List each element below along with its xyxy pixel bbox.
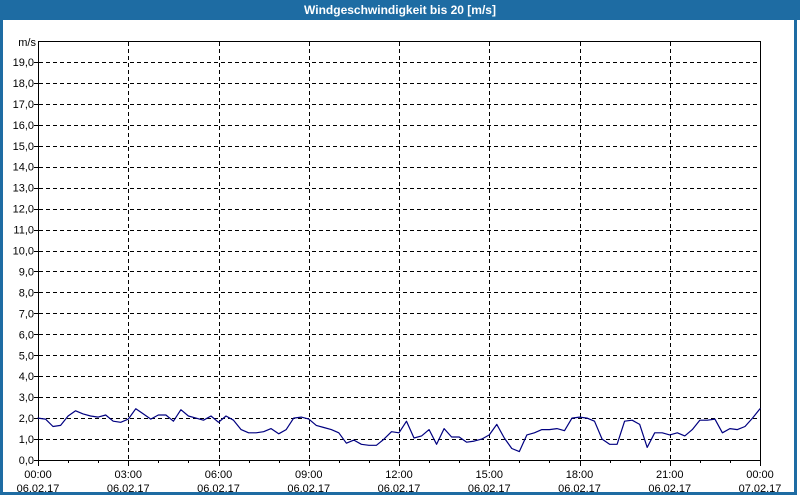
x-axis-date-label: 07.02.17 bbox=[739, 483, 782, 495]
y-axis-tick-label: 9,0 bbox=[19, 266, 34, 278]
wind-speed-line bbox=[37, 408, 761, 453]
x-axis-date-label: 06.02.17 bbox=[378, 483, 421, 495]
y-axis-unit-label: m/s bbox=[18, 37, 36, 49]
y-axis-tick-label: 13,0 bbox=[13, 183, 34, 195]
page-title: Windgeschwindigkeit bis 20 [m/s] bbox=[304, 3, 496, 17]
y-axis-tick-label: 10,0 bbox=[13, 246, 34, 258]
y-axis-tick-label: 4,0 bbox=[19, 371, 34, 383]
x-axis-time-label: 12:00 bbox=[385, 469, 413, 481]
y-axis-tick-label: 17,0 bbox=[13, 99, 34, 111]
y-axis-tick-label: 11,0 bbox=[13, 225, 34, 237]
x-axis-date-label: 06.02.17 bbox=[287, 483, 330, 495]
y-axis-tick-label: 5,0 bbox=[19, 350, 34, 362]
x-axis-date-label: 06.02.17 bbox=[648, 483, 691, 495]
chart-area bbox=[0, 20, 797, 495]
y-axis-tick-label: 8,0 bbox=[19, 287, 34, 299]
x-axis-time-label: 03:00 bbox=[114, 469, 142, 481]
y-axis-tick-label: 3,0 bbox=[19, 392, 34, 404]
y-axis-tick-label: 2,0 bbox=[19, 413, 34, 425]
y-axis-tick-label: 16,0 bbox=[13, 120, 34, 132]
y-axis-tick-label: 19,0 bbox=[13, 57, 34, 69]
y-axis-tick-label: 7,0 bbox=[19, 308, 34, 320]
y-axis-tick-label: 15,0 bbox=[13, 141, 34, 153]
x-axis-time-label: 00:00 bbox=[746, 469, 774, 481]
x-axis-time-label: 06:00 bbox=[205, 469, 233, 481]
x-axis-date-label: 06.02.17 bbox=[558, 483, 601, 495]
x-axis-date-label: 06.02.17 bbox=[468, 483, 511, 495]
x-axis-time-label: 15:00 bbox=[475, 469, 503, 481]
y-axis-tick-label: 1,0 bbox=[19, 434, 34, 446]
y-axis-tick-label: 12,0 bbox=[13, 204, 34, 216]
x-axis-time-label: 00:00 bbox=[24, 469, 52, 481]
x-axis-time-label: 18:00 bbox=[566, 469, 594, 481]
x-axis-time-label: 09:00 bbox=[295, 469, 323, 481]
x-axis-date-label: 06.02.17 bbox=[107, 483, 150, 495]
y-axis-tick-label: 18,0 bbox=[13, 78, 34, 90]
y-axis-tick-label: 0,0 bbox=[19, 455, 34, 467]
x-axis-date-label: 06.02.17 bbox=[197, 483, 240, 495]
y-axis-tick-label: 6,0 bbox=[19, 329, 34, 341]
title-bar: Windgeschwindigkeit bis 20 [m/s] bbox=[0, 0, 800, 20]
y-axis-tick-label: 14,0 bbox=[13, 162, 34, 174]
x-axis-date-label: 06.02.17 bbox=[17, 483, 60, 495]
x-axis-time-label: 21:00 bbox=[656, 469, 684, 481]
